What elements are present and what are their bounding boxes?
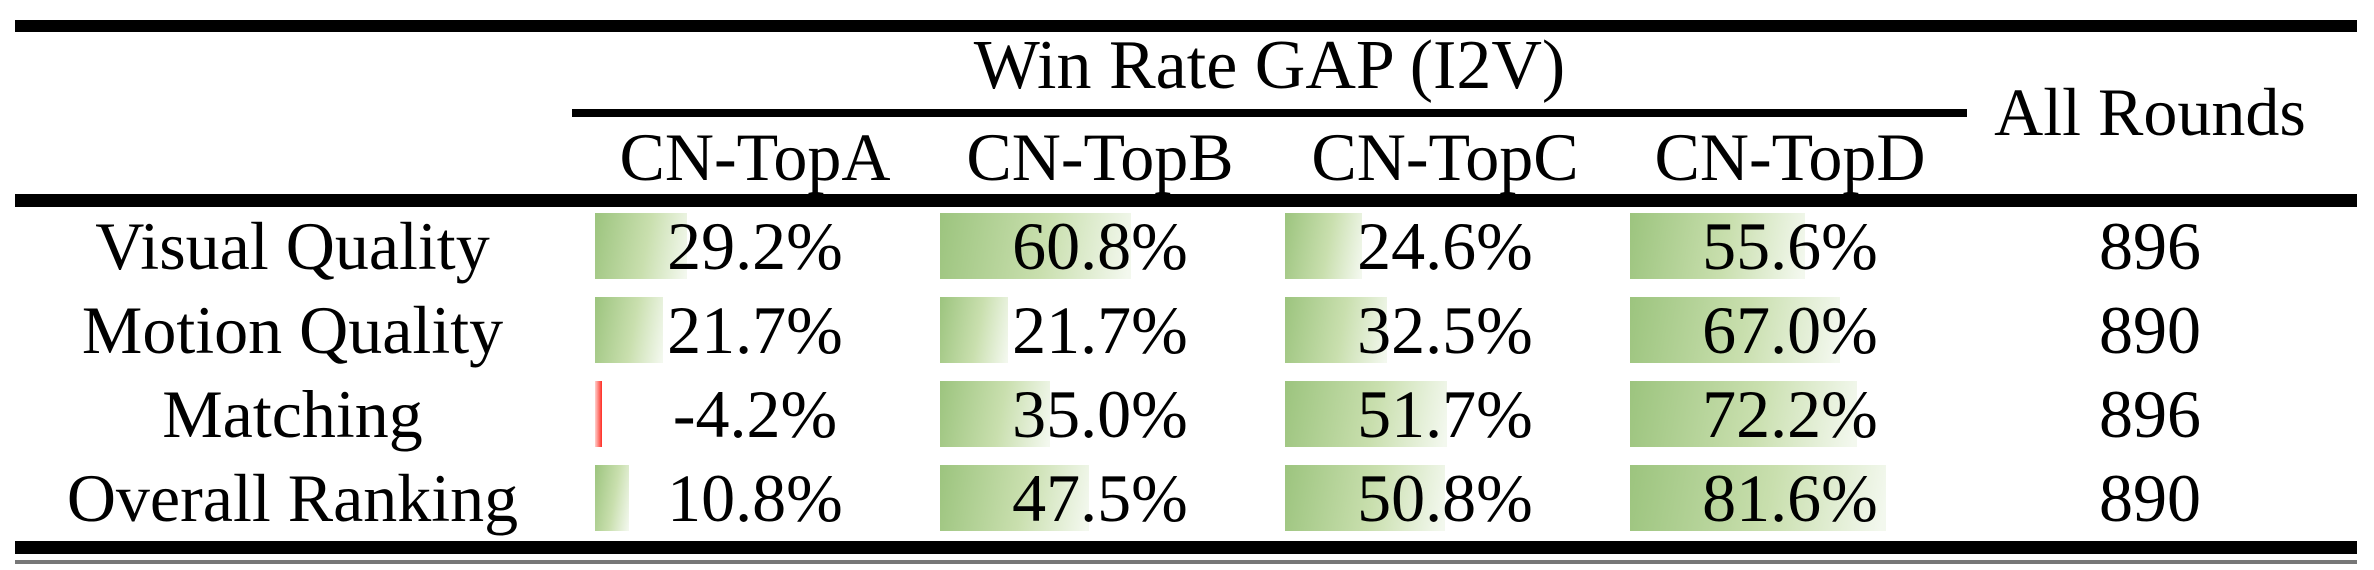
table-cell: 81.6% <box>1630 460 1950 536</box>
data-bar <box>1630 381 1857 447</box>
table-cell: 47.5% <box>940 460 1260 536</box>
cell-value: 51.7% <box>1357 376 1533 452</box>
cell-value: 32.5% <box>1357 292 1533 368</box>
cell-value: 47.5% <box>1012 460 1188 536</box>
all-rounds-value: 896 <box>2099 208 2201 284</box>
data-bar <box>1630 213 1805 279</box>
table-cell: 10.8% <box>595 460 915 536</box>
table-cell: 24.6% <box>1285 208 1605 284</box>
table-cell: 21.7% <box>940 292 1260 368</box>
cell-value: 60.8% <box>1012 208 1188 284</box>
row-label: Visual Quality <box>95 208 490 284</box>
cell-value: 50.8% <box>1357 460 1533 536</box>
data-bar <box>940 465 1089 531</box>
data-bar <box>1285 465 1445 531</box>
group-header: Win Rate GAP (I2V) <box>973 27 1566 104</box>
column-header-cn-topd: CN-TopD <box>1654 119 1926 195</box>
all-rounds-value: 890 <box>2099 292 2201 368</box>
cell-value: 81.6% <box>1702 460 1878 536</box>
top-rule <box>15 20 2357 32</box>
row-label: Overall Ranking <box>66 460 519 536</box>
cell-value: 67.0% <box>1702 292 1878 368</box>
table-cell: 60.8% <box>940 208 1260 284</box>
cell-value: 72.2% <box>1702 376 1878 452</box>
cell-value: 21.7% <box>667 292 843 368</box>
table-cell: 55.6% <box>1630 208 1950 284</box>
column-header-cn-topb: CN-TopB <box>966 119 1234 195</box>
all-rounds-header: All Rounds <box>1994 74 2306 150</box>
data-bar <box>595 381 602 447</box>
header-rule <box>15 194 2357 207</box>
table-cell: -4.2% <box>595 376 915 452</box>
table-cell: 29.2% <box>595 208 915 284</box>
data-bar <box>595 465 629 531</box>
column-header-cn-topa: CN-TopA <box>619 119 891 195</box>
table-cell: 67.0% <box>1630 292 1950 368</box>
cell-value: 29.2% <box>667 208 843 284</box>
table-cell: 32.5% <box>1285 292 1605 368</box>
table-cell: 51.7% <box>1285 376 1605 452</box>
row-label: Matching <box>162 376 423 452</box>
row-label: Motion Quality <box>81 292 504 368</box>
data-bar <box>1285 297 1387 363</box>
data-bar <box>595 297 663 363</box>
all-rounds-value: 896 <box>2099 376 2201 452</box>
group-header-underline <box>572 109 1967 117</box>
table-cell: 35.0% <box>940 376 1260 452</box>
cell-value: 21.7% <box>1012 292 1188 368</box>
table-cell: 50.8% <box>1285 460 1605 536</box>
data-bar <box>940 297 1008 363</box>
table-cell: 72.2% <box>1630 376 1950 452</box>
cell-value: -4.2% <box>672 376 838 452</box>
data-bar <box>1285 213 1362 279</box>
cell-value: 24.6% <box>1357 208 1533 284</box>
data-bar <box>940 381 1050 447</box>
data-bar <box>1630 297 1840 363</box>
data-bar <box>1285 381 1447 447</box>
all-rounds-value: 890 <box>2099 460 2201 536</box>
cell-value: 35.0% <box>1012 376 1188 452</box>
data-bar <box>1630 465 1886 531</box>
bottom-rule-thick <box>15 541 2357 554</box>
data-bar <box>940 213 1131 279</box>
column-header-cn-topc: CN-TopC <box>1311 119 1579 195</box>
cell-value: 55.6% <box>1702 208 1878 284</box>
cell-value: 10.8% <box>667 460 843 536</box>
data-bar <box>595 213 687 279</box>
table-cell: 21.7% <box>595 292 915 368</box>
bottom-rule-thin <box>15 560 2357 564</box>
